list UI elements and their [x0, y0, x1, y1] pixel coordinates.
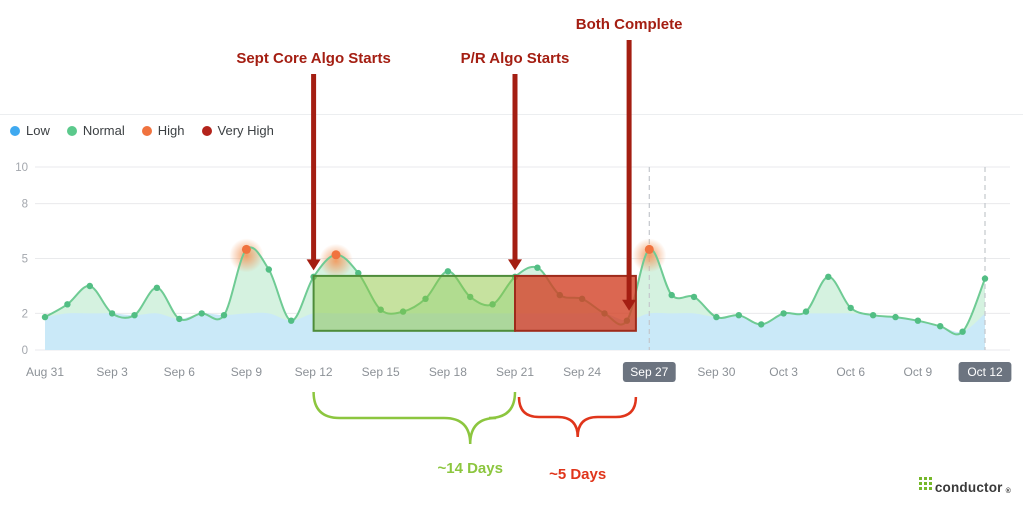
annotation-pr-algo: P/R Algo Starts: [460, 50, 570, 67]
data-point[interactable]: [825, 273, 832, 280]
data-point[interactable]: [331, 250, 341, 260]
data-point[interactable]: [981, 275, 989, 282]
data-point[interactable]: [937, 323, 944, 330]
data-point[interactable]: [265, 266, 272, 273]
data-point[interactable]: [644, 244, 654, 254]
conductor-logo-icon: [918, 477, 932, 490]
y-axis-label: 10: [15, 162, 28, 174]
x-axis-label: Oct 9: [904, 365, 933, 379]
data-point[interactable]: [713, 313, 720, 321]
chart-legend: Low Normal High Very High: [10, 123, 274, 138]
legend-label: Normal: [82, 123, 125, 138]
data-point[interactable]: [176, 315, 183, 323]
data-point[interactable]: [198, 310, 205, 317]
data-point[interactable]: [847, 304, 854, 312]
annotation-arrowhead: [622, 299, 637, 311]
data-point[interactable]: [735, 312, 742, 319]
legend-dot: [66, 125, 77, 136]
data-point[interactable]: [892, 313, 899, 321]
annotation-arrowhead: [508, 259, 522, 271]
annotation-arrowhead: [306, 259, 321, 271]
data-point[interactable]: [869, 312, 877, 319]
x-axis-label: Sep 27: [630, 365, 668, 379]
duration-brace: [517, 396, 638, 438]
annotation-both-complete: Both Complete: [575, 16, 683, 33]
legend-label: High: [157, 123, 185, 138]
data-point[interactable]: [153, 284, 161, 291]
data-point[interactable]: [758, 321, 765, 328]
y-axis-label: 8: [22, 199, 28, 211]
data-point[interactable]: [131, 312, 138, 319]
y-axis-label: 2: [22, 308, 28, 320]
date-badge[interactable]: [622, 362, 676, 382]
legend-dot: [141, 125, 152, 136]
legend-dot: [10, 125, 20, 136]
x-axis-label: Sep 12: [295, 365, 333, 379]
data-point[interactable]: [241, 244, 251, 254]
x-axis-label: Sep 18: [429, 365, 467, 379]
data-point[interactable]: [914, 317, 922, 324]
x-axis-label: Oct 12: [967, 365, 1003, 379]
x-axis-label: Sep 9: [231, 365, 263, 379]
data-point[interactable]: [288, 317, 295, 324]
data-point[interactable]: [690, 293, 698, 301]
high-glow: [229, 238, 264, 273]
legend-item-high[interactable]: High: [141, 123, 185, 138]
conductor-logo: conductor ®: [918, 477, 1011, 495]
region-pr-update: [514, 274, 637, 332]
date-badge[interactable]: [958, 362, 1012, 382]
x-axis-label: Sep 24: [563, 365, 601, 379]
data-point[interactable]: [668, 291, 675, 299]
x-axis-label: Sep 21: [496, 365, 534, 379]
top-divider: [0, 114, 1023, 115]
data-point[interactable]: [41, 313, 49, 321]
x-axis-label: Oct 3: [769, 365, 798, 379]
duration-label-14-days: ~14 Days: [437, 460, 503, 477]
data-point[interactable]: [802, 308, 810, 315]
data-point[interactable]: [534, 264, 541, 271]
annotation-sept-core-algo: Sept Core Algo Starts: [236, 50, 391, 67]
brand-registered-mark: ®: [1005, 488, 1011, 495]
duration-label-5-days: ~5 Days: [549, 466, 607, 483]
data-point[interactable]: [444, 268, 452, 275]
data-point[interactable]: [959, 328, 966, 335]
data-point[interactable]: [86, 282, 94, 290]
region-sept-core-update: [312, 274, 516, 332]
high-glow: [319, 243, 353, 278]
data-point[interactable]: [780, 310, 787, 317]
y-axis-label: 0: [22, 345, 28, 357]
x-axis-label: Sep 15: [362, 365, 400, 379]
brand-name: conductor: [934, 480, 1003, 495]
legend-item-normal[interactable]: Normal: [66, 123, 125, 138]
x-axis-label: Sep 3: [96, 365, 128, 379]
x-axis-label: Oct 6: [836, 365, 865, 379]
data-point[interactable]: [64, 301, 71, 308]
duration-brace: [312, 391, 517, 445]
data-point[interactable]: [355, 269, 362, 277]
legend-dot: [201, 125, 212, 136]
x-axis-label: Aug 31: [26, 365, 64, 379]
legend-item-low[interactable]: Low: [10, 123, 50, 138]
legend-item-very-high[interactable]: Very High: [201, 123, 274, 138]
x-axis-label: Sep 30: [697, 365, 735, 379]
high-glow: [632, 238, 667, 273]
data-point[interactable]: [220, 312, 228, 319]
legend-label: Very High: [217, 123, 274, 138]
data-point[interactable]: [108, 310, 116, 317]
x-axis-label: Sep 6: [164, 365, 196, 379]
y-axis-label: 5: [22, 254, 28, 266]
legend-label: Low: [26, 123, 50, 138]
